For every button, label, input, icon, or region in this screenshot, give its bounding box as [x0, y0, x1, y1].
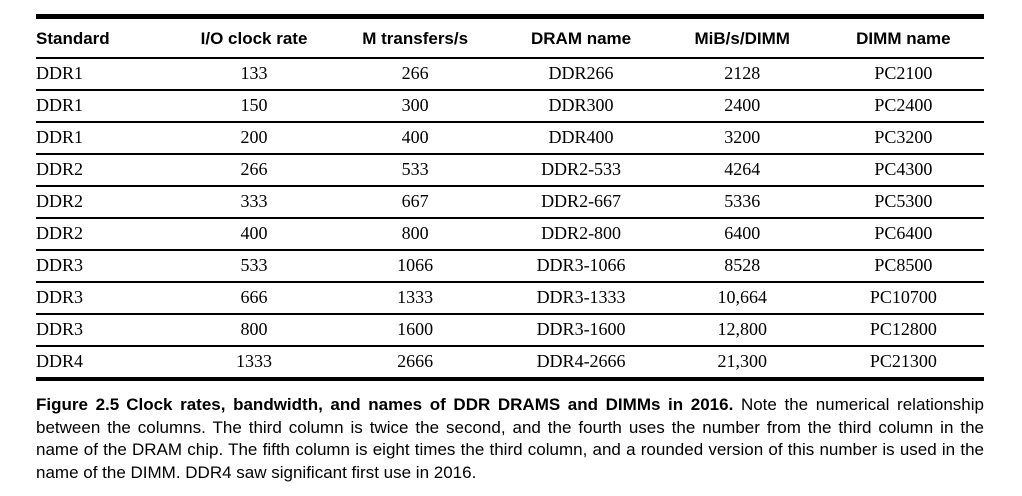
column-header-mib-s-dimm: MiB/s/DIMM [661, 16, 823, 59]
cell-io-clock-rate: 266 [178, 154, 330, 187]
cell-mib-s-dimm: 12,800 [661, 314, 823, 347]
ddr-spec-table: Standard I/O clock rate M transfers/s DR… [36, 14, 984, 381]
table-header-row: Standard I/O clock rate M transfers/s DR… [36, 16, 984, 59]
cell-io-clock-rate: 800 [178, 314, 330, 347]
cell-m-transfers: 266 [329, 58, 501, 91]
table-row: DDR2 400 800 DDR2-800 6400 PC6400 [36, 218, 984, 251]
cell-io-clock-rate: 133 [178, 58, 330, 91]
table-row: DDR2 333 667 DDR2-667 5336 PC5300 [36, 186, 984, 219]
cell-m-transfers: 1600 [329, 314, 501, 347]
cell-m-transfers: 2666 [397, 351, 434, 371]
cell-mib-s-dimm: 2400 [661, 90, 823, 123]
cell-mib-s-dimm: 4264 [661, 154, 823, 187]
table-row: DDR1 133 266 DDR266 2128 PC2100 [36, 58, 984, 91]
table-body: DDR1 133 266 DDR266 2128 PC2100 DDR1 150… [36, 58, 984, 379]
cell-dram-name: DDR3-1600 [500, 314, 662, 347]
cell-dram-name: DDR2-667 [500, 186, 662, 219]
cell-dimm-name: PC6400 [822, 218, 984, 251]
table-row: DDR3 666 1333 DDR3-1333 10,664 PC10700 [36, 282, 984, 315]
cell-dram-name: DDR2-533 [500, 154, 662, 187]
cell-standard: DDR2 [36, 186, 179, 219]
cell-m-transfers: 300 [329, 90, 501, 123]
cell-dram-name: DDR300 [500, 90, 662, 123]
cell-m-transfers: 533 [329, 154, 501, 187]
cell-dram-name: DDR266 [500, 58, 662, 91]
cell-standard: DDR2 [36, 218, 179, 251]
cell-standard: DDR3 [36, 314, 179, 347]
cell-mib-s-dimm: 21,300 [717, 351, 767, 371]
cell-dimm-name: PC2400 [822, 90, 984, 123]
cell-dimm-name: PC5300 [822, 186, 984, 219]
cell-standard: DDR1 [36, 90, 179, 123]
cell-standard: DDR1 [36, 122, 179, 155]
cell-io-clock-rate: 150 [178, 90, 330, 123]
table-row: DDR4 1333 2666 DDR4-2666 21,300 PC21300 [36, 346, 984, 379]
cell-standard: DDR1 [36, 58, 179, 91]
cell-m-transfers: 400 [329, 122, 501, 155]
figure-caption-title: Clock rates, bandwidth, and names of DDR… [126, 395, 734, 414]
figure-page: Standard I/O clock rate M transfers/s DR… [36, 14, 984, 484]
cell-mib-s-dimm: 2128 [661, 58, 823, 91]
cell-dram-name: DDR400 [500, 122, 662, 155]
table-row: DDR1 200 400 DDR400 3200 PC3200 [36, 122, 984, 155]
cell-dimm-name: PC4300 [822, 154, 984, 187]
column-header-dimm-name: DIMM name [822, 16, 984, 59]
table-header: Standard I/O clock rate M transfers/s DR… [36, 16, 984, 59]
cell-mib-s-dimm: 3200 [661, 122, 823, 155]
table-row: DDR1 150 300 DDR300 2400 PC2400 [36, 90, 984, 123]
column-header-io-clock-rate: I/O clock rate [178, 16, 330, 59]
cell-standard: DDR3 [36, 282, 179, 315]
cell-m-transfers: 1333 [329, 282, 501, 315]
column-header-m-transfers: M transfers/s [329, 16, 501, 59]
cell-dram-name: DDR2-800 [500, 218, 662, 251]
cell-dram-name: DDR3-1333 [500, 282, 662, 315]
cell-standard: DDR2 [36, 154, 179, 187]
cell-mib-s-dimm: 5336 [661, 186, 823, 219]
figure-caption-body: Note the numerical relationship between … [36, 395, 984, 482]
cell-m-transfers: 1066 [329, 250, 501, 283]
cell-io-clock-rate: 333 [178, 186, 330, 219]
cell-dram-name: DDR4-2666 [536, 351, 626, 371]
cell-mib-s-dimm: 8528 [661, 250, 823, 283]
cell-m-transfers: 800 [329, 218, 501, 251]
cell-standard: DDR3 [36, 250, 179, 283]
cell-io-clock-rate: 200 [178, 122, 330, 155]
table-row: DDR2 266 533 DDR2-533 4264 PC4300 [36, 154, 984, 187]
column-header-standard: Standard [36, 16, 179, 59]
cell-dimm-name: PC3200 [822, 122, 984, 155]
cell-io-clock-rate: 400 [178, 218, 330, 251]
cell-io-clock-rate: 533 [178, 250, 330, 283]
cell-dimm-name: PC21300 [869, 351, 937, 371]
column-header-dram-name: DRAM name [500, 16, 662, 59]
cell-standard: DDR4 [36, 351, 84, 371]
table-row: DDR3 533 1066 DDR3-1066 8528 PC8500 [36, 250, 984, 283]
cell-dram-name: DDR3-1066 [500, 250, 662, 283]
cell-io-clock-rate: 1333 [236, 351, 273, 371]
cell-dimm-name: PC10700 [822, 282, 984, 315]
cell-dimm-name: PC2100 [822, 58, 984, 91]
cell-m-transfers: 667 [329, 186, 501, 219]
cell-mib-s-dimm: 10,664 [661, 282, 823, 315]
figure-caption-label: Figure 2.5 [36, 395, 120, 414]
cell-dimm-name: PC12800 [822, 314, 984, 347]
table-row: DDR3 800 1600 DDR3-1600 12,800 PC12800 [36, 314, 984, 347]
cell-io-clock-rate: 666 [178, 282, 330, 315]
cell-mib-s-dimm: 6400 [661, 218, 823, 251]
figure-caption: Figure 2.5 Clock rates, bandwidth, and na… [36, 394, 984, 484]
cell-dimm-name: PC8500 [822, 250, 984, 283]
